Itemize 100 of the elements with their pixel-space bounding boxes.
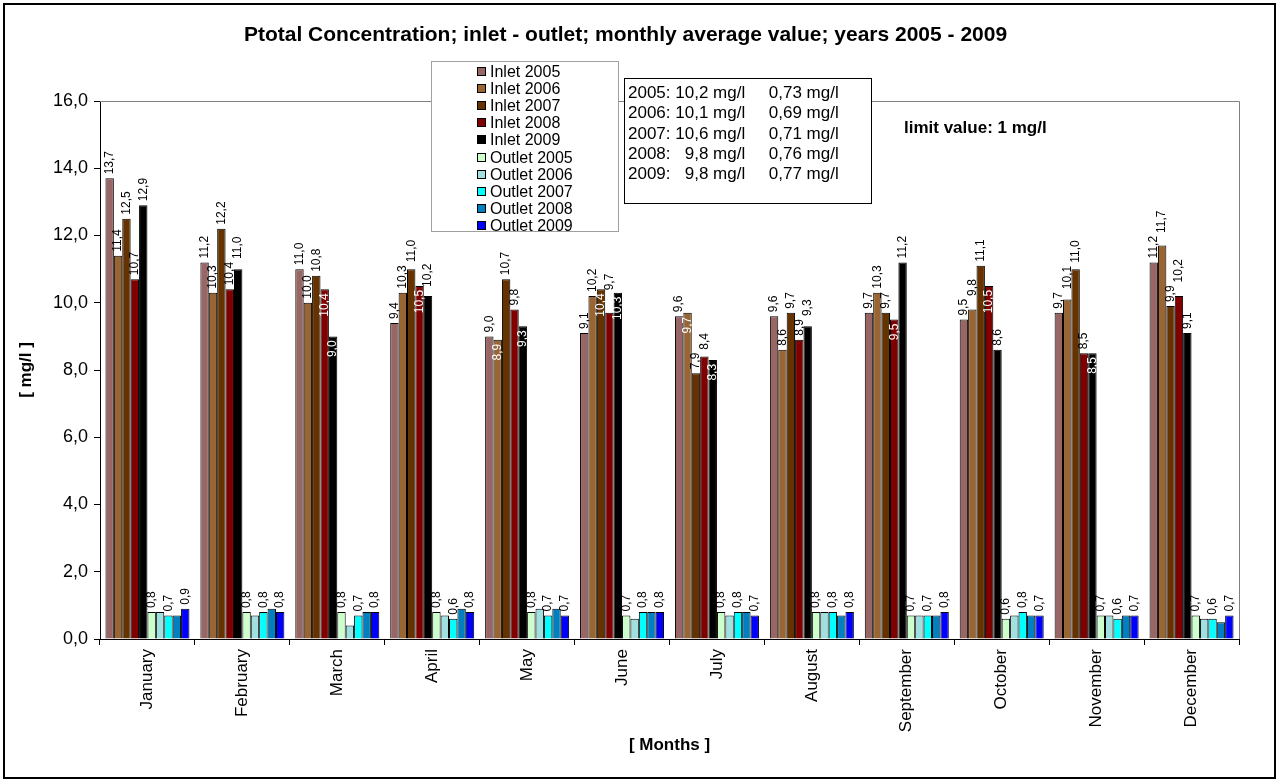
data-label: 9,9 xyxy=(1162,285,1177,303)
data-label: 9,6 xyxy=(671,295,686,313)
data-label: 11,0 xyxy=(291,242,306,266)
data-label: 9,7 xyxy=(783,291,798,309)
data-label: 10,4 xyxy=(317,292,331,317)
data-label: 11,2 xyxy=(196,235,211,259)
data-label: 11,0 xyxy=(230,236,245,259)
legend-label: Inlet 2006 xyxy=(490,80,561,98)
data-label: 0,7 xyxy=(350,594,365,612)
data-label: 11,0 xyxy=(403,239,418,263)
data-label: 11,0 xyxy=(1067,240,1082,263)
data-label: 0,8 xyxy=(808,591,823,609)
data-label: 10,5 xyxy=(981,289,996,314)
data-label: 8,6 xyxy=(774,328,789,346)
data-label: 9,1 xyxy=(576,312,591,330)
data-label: 10,0 xyxy=(300,275,315,299)
data-label: 9,3 xyxy=(799,299,814,317)
data-label: 12,9 xyxy=(135,177,150,202)
data-label: 0,7 xyxy=(920,594,935,612)
data-label: 10,2 xyxy=(1171,258,1186,283)
y-tick-label: 16,0 xyxy=(52,89,88,110)
data-label: 9,0 xyxy=(481,315,496,333)
data-label: 0,7 xyxy=(747,594,762,612)
data-label: 0,7 xyxy=(160,594,175,612)
data-label: 13,7 xyxy=(101,150,116,175)
data-label: 0,8 xyxy=(936,591,951,609)
annotation: limit value: 1 mg/l xyxy=(904,118,1047,138)
data-label: 0,8 xyxy=(272,591,287,609)
data-label: 10,5 xyxy=(411,289,426,314)
data-label: 0,8 xyxy=(1015,591,1030,609)
data-label: 0,7 xyxy=(540,594,555,612)
data-label: 10,7 xyxy=(127,251,142,276)
data-label: 11,2 xyxy=(894,235,909,259)
data-label: 0,8 xyxy=(841,591,856,609)
data-label: 8,5 xyxy=(1076,332,1091,350)
y-tick-label: 0,0 xyxy=(62,627,88,648)
y-tick-label: 4,0 xyxy=(62,493,88,514)
y-tick-label: 2,0 xyxy=(62,560,88,581)
y-tick-label: 14,0 xyxy=(52,157,88,178)
data-label: 9,7 xyxy=(861,291,876,309)
data-label: 0,8 xyxy=(428,591,443,609)
data-label: 9,6 xyxy=(766,295,781,313)
legend-label: Inlet 2007 xyxy=(490,97,561,115)
data-label: 0,7 xyxy=(1221,594,1236,612)
legend-label: Outlet 2007 xyxy=(490,182,573,200)
data-label: 0,8 xyxy=(635,591,650,609)
chart-title: Ptotal Concentration; inlet - outlet; monthly average value; years 2005 - 2009 xyxy=(243,21,1008,45)
data-label: 0,7 xyxy=(1031,594,1046,612)
data-label: 0,8 xyxy=(730,591,745,609)
data-label: 10,2 xyxy=(584,268,599,293)
legend-label: Inlet 2008 xyxy=(490,114,561,132)
legend-label: Inlet 2009 xyxy=(490,131,561,149)
legend-label: Outlet 2005 xyxy=(490,148,573,166)
x-tick-label: March xyxy=(326,649,346,697)
data-label: 9,0 xyxy=(325,340,340,358)
data-label: 0,8 xyxy=(825,591,840,609)
data-label: 7,9 xyxy=(688,352,703,370)
data-label: 0,8 xyxy=(333,591,348,609)
data-label: 10,2 xyxy=(420,263,435,287)
x-tick-label: December xyxy=(1181,648,1201,728)
data-label: 0,6 xyxy=(445,597,460,615)
data-label: 11,4 xyxy=(110,228,125,252)
legend-label: Outlet 2009 xyxy=(490,216,573,234)
x-tick-label: September xyxy=(896,648,916,733)
data-label: 10,4 xyxy=(593,292,608,317)
legend-label: Outlet 2006 xyxy=(490,165,573,183)
data-label: 0,6 xyxy=(1109,597,1124,615)
data-label: 0,8 xyxy=(462,591,477,609)
data-label: 0,8 xyxy=(523,591,538,609)
x-tick-label: August xyxy=(801,648,821,702)
data-label: 0,7 xyxy=(618,594,633,612)
x-tick-label: January xyxy=(137,648,157,710)
data-label: 0,8 xyxy=(713,591,728,609)
data-label: 0,9 xyxy=(177,587,192,605)
data-label: 9,1 xyxy=(1179,312,1194,330)
x-tick-label: June xyxy=(611,649,631,686)
data-label: 0,8 xyxy=(367,591,382,609)
data-label: 10,7 xyxy=(498,251,513,276)
y-tick-label: 8,0 xyxy=(62,358,88,379)
data-label: 0,8 xyxy=(255,591,270,609)
data-label: 0,7 xyxy=(903,594,918,612)
data-label: 9,5 xyxy=(956,298,971,316)
data-label: 9,7 xyxy=(601,273,616,291)
data-label: 0,7 xyxy=(1093,594,1108,612)
data-label: 10,3 xyxy=(869,264,884,289)
x-tick-label: October xyxy=(991,648,1011,710)
data-label: 11,2 xyxy=(1146,235,1161,259)
y-axis-title: [ mg/l ] xyxy=(15,342,35,398)
data-label: 9,5 xyxy=(886,323,901,341)
data-label: 0,8 xyxy=(238,591,253,609)
data-label: 9,7 xyxy=(1051,291,1066,309)
data-label: 0,6 xyxy=(1204,597,1219,615)
legend-label: Outlet 2008 xyxy=(490,199,573,217)
data-label: 10,3 xyxy=(205,264,220,289)
data-label: 10,8 xyxy=(308,248,323,272)
x-tick-label: April xyxy=(421,649,441,684)
data-label: 9,7 xyxy=(878,291,893,309)
data-label: 0,7 xyxy=(1188,594,1203,612)
data-label: 10,4 xyxy=(222,261,237,286)
data-label: 8,9 xyxy=(791,318,806,336)
